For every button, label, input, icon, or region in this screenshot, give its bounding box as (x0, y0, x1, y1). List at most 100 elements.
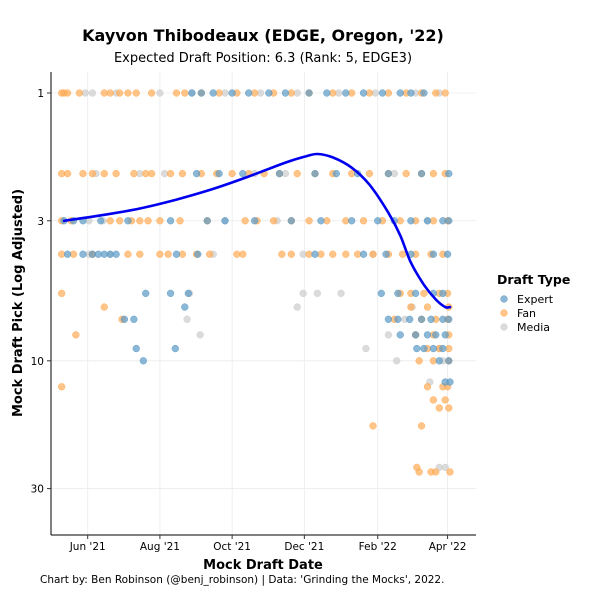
data-point-fan (420, 289, 428, 298)
chart-subtitle: Expected Draft Position: 6.3 (Rank: 5, E… (114, 51, 412, 66)
data-point-fan (287, 250, 295, 258)
data-point-fan (156, 217, 164, 225)
data-point-media (337, 289, 345, 298)
data-point-fan (305, 217, 313, 225)
data-point-fan (415, 357, 423, 365)
data-point-fan (79, 169, 87, 178)
data-point-expert (420, 344, 428, 353)
data-point-fan (329, 250, 337, 258)
legend-label-fan: Fan (517, 307, 536, 320)
data-point-expert (439, 289, 447, 298)
data-point-fan (369, 422, 377, 430)
data-point-fan (398, 250, 407, 258)
x-axis-title: Mock Draft Date (203, 558, 323, 573)
y-tick-label: 10 (31, 356, 44, 368)
data-point-fan (435, 404, 443, 412)
chart-title: Kayvon Thibodeaux (EDGE, Oregon, '22) (82, 26, 444, 45)
data-point-fan (446, 468, 454, 476)
legend-key-media (500, 323, 508, 331)
data-point-fan (417, 422, 426, 430)
data-point-expert (166, 217, 175, 225)
data-point-fan (164, 250, 172, 258)
data-point-fan (241, 217, 249, 225)
data-point-fan (365, 169, 374, 178)
y-tick-label: 30 (31, 484, 44, 496)
data-point-expert (374, 217, 382, 225)
data-point-expert (221, 217, 229, 225)
data-point-expert (411, 289, 420, 298)
data-point-fan (144, 217, 152, 225)
data-point-fan (75, 89, 84, 97)
legend-key-fan (500, 309, 508, 317)
data-point-expert (239, 169, 247, 178)
data-point-fan (58, 289, 66, 298)
data-point-media (384, 331, 393, 339)
data-point-expert (378, 89, 387, 97)
x-tick-label: Jun '21 (69, 541, 106, 553)
data-point-expert (132, 344, 140, 353)
data-point-expert (420, 89, 428, 97)
data-point-expert (250, 217, 259, 225)
data-point-expert (112, 250, 120, 258)
data-point-fan (112, 169, 120, 178)
data-point-media (299, 289, 307, 298)
data-point-fan (293, 169, 301, 178)
data-point-fan (407, 303, 415, 311)
data-point-expert (445, 315, 453, 323)
data-point-media (293, 303, 301, 311)
data-point-expert (181, 303, 189, 311)
data-point-media (196, 331, 204, 339)
data-point-fan (278, 250, 286, 258)
data-point-expert (443, 250, 452, 258)
data-point-fan (106, 89, 114, 97)
y-tick-label: 1 (37, 88, 44, 100)
data-point-expert (406, 315, 414, 323)
data-point-expert (215, 169, 223, 178)
data-point-fan (136, 217, 144, 225)
data-point-fan (342, 250, 350, 258)
data-point-expert (192, 169, 201, 178)
data-point-expert (265, 89, 273, 97)
data-point-expert (413, 344, 421, 353)
data-point-fan (239, 250, 247, 258)
data-point-expert (332, 169, 340, 178)
x-tick-label: Oct '21 (213, 541, 251, 553)
data-point-media (393, 357, 401, 365)
trend-line (62, 152, 452, 309)
data-point-fan (429, 396, 438, 404)
data-point-fan (415, 468, 423, 476)
data-point-fan (132, 89, 140, 97)
data-point-expert (203, 217, 211, 225)
legend-label-expert: Expert (517, 293, 554, 306)
data-point-fan (166, 169, 175, 178)
data-point-expert (142, 289, 150, 298)
data-point-expert (377, 289, 385, 298)
x-tick-label: Apr '22 (429, 541, 467, 553)
data-point-expert (427, 315, 435, 323)
data-point-fan (106, 217, 114, 225)
data-point-fan (228, 169, 236, 178)
data-point-expert (407, 89, 415, 97)
data-point-media (88, 89, 97, 97)
data-point-fan (147, 89, 156, 97)
data-point-media (362, 344, 370, 353)
data-point-expert (124, 217, 132, 225)
data-point-fan (429, 169, 438, 178)
legend-title: Draft Type (497, 272, 570, 287)
data-point-media (441, 463, 449, 472)
data-point-fan (156, 250, 164, 258)
data-point-media (156, 89, 164, 97)
data-point-expert (281, 89, 290, 97)
data-point-expert (445, 169, 453, 178)
data-point-expert (120, 315, 129, 323)
data-point-fan (100, 169, 108, 178)
data-point-expert (305, 89, 313, 97)
data-point-expert (396, 89, 404, 97)
data-point-fan (88, 169, 97, 178)
data-point-expert (194, 250, 202, 258)
data-point-expert (359, 89, 368, 97)
data-point-fan (124, 250, 132, 258)
data-point-fan (100, 303, 108, 311)
